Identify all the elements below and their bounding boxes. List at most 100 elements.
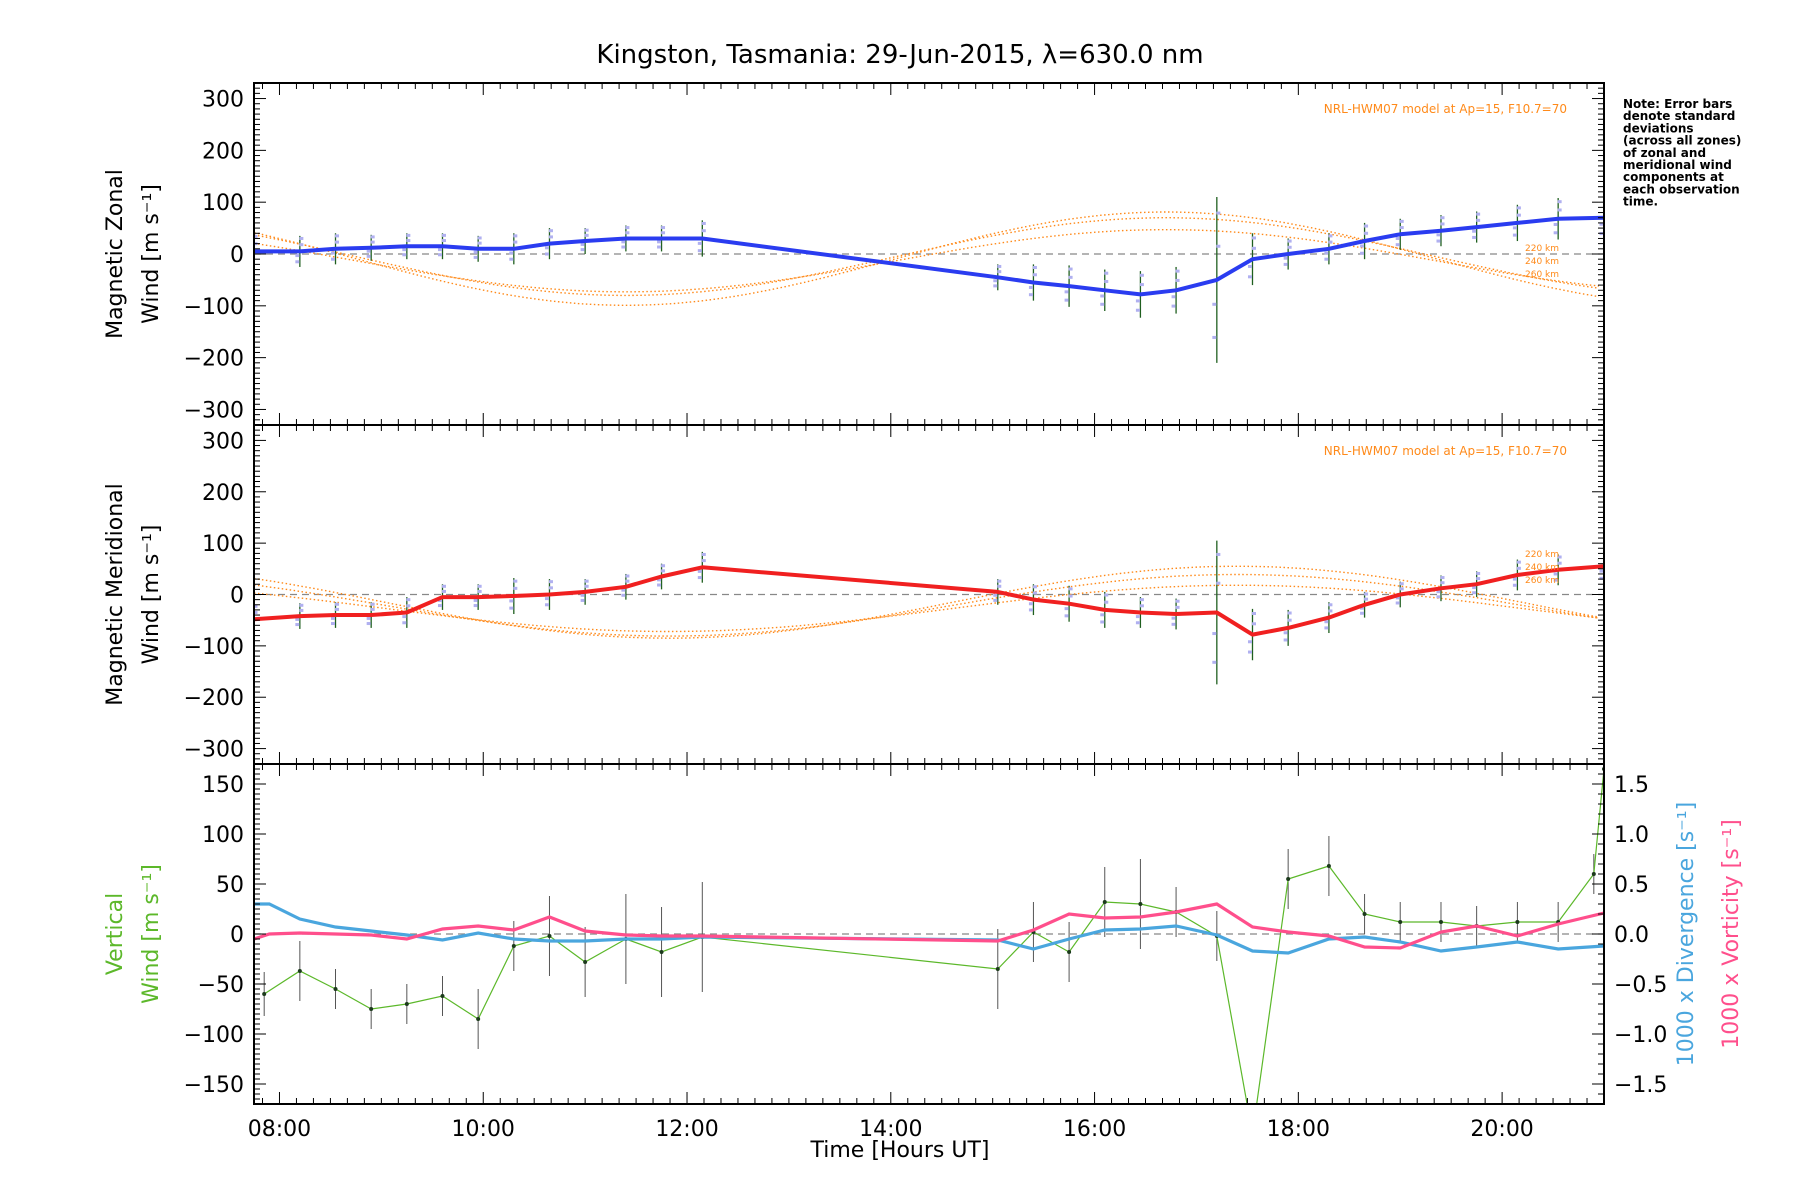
- zone-marker: [657, 245, 662, 249]
- zone-marker: [1032, 265, 1037, 269]
- y-tick-label: 0: [230, 243, 244, 268]
- plot-area: [250, 194, 1604, 363]
- zone-marker: [621, 593, 626, 597]
- zone-marker: [402, 621, 407, 625]
- zone-marker: [1104, 279, 1109, 283]
- zone-marker: [701, 221, 706, 225]
- zone-marker: [625, 226, 630, 230]
- panel-frame: [253, 763, 1605, 1105]
- zone-marker: [509, 251, 514, 255]
- zone-marker: [1104, 271, 1109, 275]
- zone-marker: [1476, 577, 1481, 581]
- zone-marker: [1287, 611, 1292, 615]
- zone-marker: [441, 239, 446, 243]
- zone-marker: [580, 598, 585, 602]
- zone-marker: [299, 243, 304, 247]
- note-line: deviations: [1623, 121, 1694, 135]
- plot-area: [250, 540, 1604, 685]
- zone-marker: [621, 245, 626, 249]
- zone-marker: [1247, 275, 1252, 279]
- zone-marker: [701, 229, 706, 233]
- zone-marker: [295, 617, 300, 621]
- zone-marker: [1440, 581, 1445, 585]
- x-tick-label: 10:00: [452, 1117, 515, 1142]
- zone-marker: [1324, 620, 1329, 624]
- zone-marker: [513, 240, 518, 244]
- zone-marker: [657, 240, 662, 244]
- model-altitude-label: 220 km: [1525, 244, 1559, 254]
- zone-marker: [331, 616, 336, 620]
- zone-marker: [701, 559, 706, 563]
- x-tick-label: 16:00: [1063, 1117, 1126, 1142]
- zone-marker: [1247, 650, 1252, 654]
- zone-marker: [295, 260, 300, 264]
- zone-marker: [299, 236, 304, 240]
- zone-marker: [1512, 233, 1517, 237]
- y-tick-label: 200: [202, 481, 244, 506]
- chart-panels: −300 −200 −100 0 100 200 300 NRL-HWM07 model at…: [103, 82, 1744, 1142]
- zone-marker: [437, 604, 442, 608]
- zone-marker: [1512, 583, 1517, 587]
- zone-marker: [1553, 222, 1558, 226]
- vertical-wind-point: [369, 1007, 374, 1011]
- x-tick-label: 12:00: [655, 1117, 718, 1142]
- zone-marker: [1068, 267, 1073, 271]
- zone-marker: [1516, 213, 1521, 217]
- zone-marker: [406, 233, 411, 237]
- zone-marker: [1553, 231, 1558, 235]
- model-curve: [254, 573, 1600, 637]
- zone-marker: [1399, 582, 1404, 586]
- x-tick-label: 08:00: [248, 1117, 311, 1142]
- vertical-wind-line: [263, 768, 1604, 1104]
- zone-marker: [584, 584, 589, 588]
- zone-marker: [1399, 226, 1404, 230]
- zone-marker: [250, 262, 254, 265]
- zone-marker: [509, 257, 514, 261]
- zone-marker: [1436, 233, 1441, 237]
- y-tick-label: 200: [202, 139, 244, 164]
- zone-marker: [1068, 587, 1073, 591]
- zone-marker: [366, 616, 371, 620]
- zone-marker: [370, 235, 375, 239]
- panel-meridional: −300 −200 −100 0 100 200 300 NRL-HWM07 model at…: [103, 424, 1605, 765]
- zone-marker: [1139, 283, 1144, 287]
- zone-marker: [1360, 244, 1365, 248]
- zone-marker: [1064, 290, 1069, 294]
- zone-marker: [580, 242, 585, 246]
- zone-marker: [1324, 257, 1329, 261]
- model-curve: [254, 217, 1599, 297]
- zone-marker: [1247, 640, 1252, 644]
- zone-marker: [548, 235, 553, 239]
- zone-marker: [1436, 590, 1441, 594]
- vertical-wind-point: [1067, 950, 1072, 954]
- zone-marker: [1212, 335, 1217, 339]
- y-tick-label: 100: [202, 191, 244, 216]
- vertical-wind-point: [1326, 864, 1331, 868]
- zone-marker: [657, 578, 662, 582]
- zone-marker: [250, 628, 254, 631]
- y-tick-label: 100: [202, 532, 244, 557]
- zone-marker: [406, 598, 411, 602]
- y-tick-label: 50: [216, 873, 244, 898]
- zone-marker: [1139, 604, 1144, 608]
- zone-marker: [509, 606, 514, 610]
- zone-marker: [250, 255, 254, 258]
- zone-marker: [366, 249, 371, 253]
- zone-marker: [254, 610, 258, 614]
- vertical-wind-point: [547, 934, 552, 938]
- zone-marker: [1360, 606, 1365, 610]
- y-tick-label: 0: [230, 923, 244, 948]
- zone-marker: [1364, 224, 1369, 228]
- zone-marker: [1135, 621, 1140, 625]
- zone-marker: [366, 622, 371, 626]
- zone-marker: [1212, 632, 1217, 636]
- plot-area: [254, 764, 1604, 1104]
- zone-marker: [1364, 231, 1369, 235]
- zone-marker: [295, 254, 300, 258]
- zone-marker: [544, 597, 549, 601]
- zone-marker: [331, 622, 336, 626]
- y-tick-label: −200: [184, 686, 244, 711]
- zone-marker: [1104, 593, 1109, 597]
- zone-marker: [1139, 273, 1144, 277]
